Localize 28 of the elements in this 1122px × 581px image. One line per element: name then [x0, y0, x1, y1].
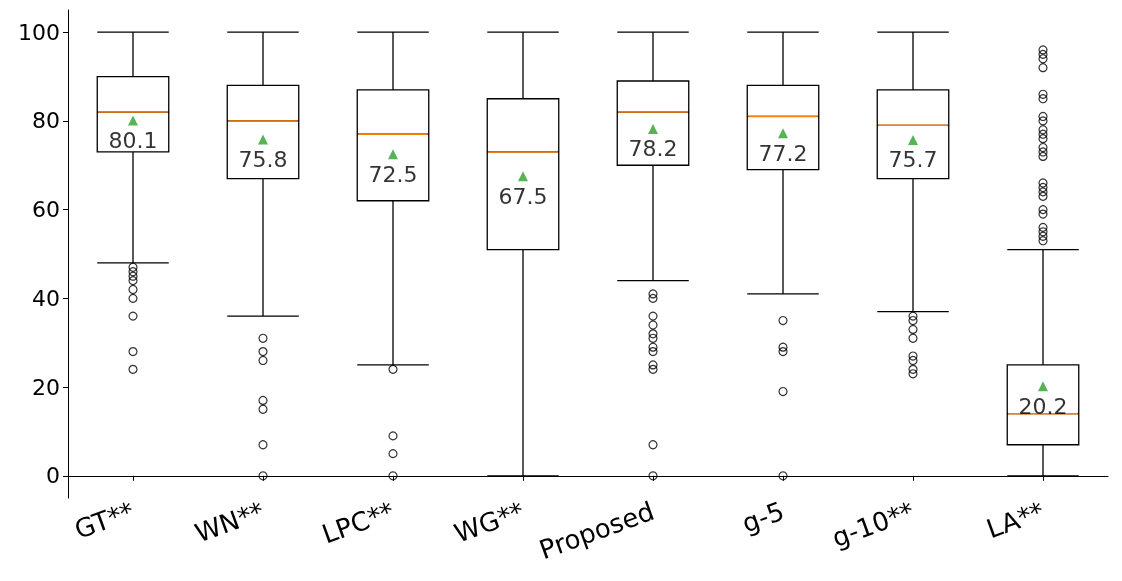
data-label: 75.7 [888, 147, 938, 173]
point [908, 134, 918, 145]
y-tick-label: 100 [18, 19, 60, 45]
data-label: 20.2 [1018, 393, 1068, 419]
point [128, 115, 138, 126]
data-label: 78.2 [628, 136, 678, 162]
point [648, 123, 658, 134]
point [778, 128, 788, 139]
x-tick-label: WN** [190, 495, 269, 549]
point [388, 149, 398, 160]
x-tick-label: LPC** [318, 495, 399, 550]
y-tick-label: 0 [46, 463, 60, 489]
y-tick-label: 60 [32, 197, 60, 223]
x-tick-label: LA** [982, 495, 1049, 545]
y-tick-label: 40 [32, 285, 60, 311]
data-label: 72.5 [368, 161, 418, 187]
data-label: 75.8 [238, 147, 288, 173]
data-label: 80.1 [108, 127, 158, 153]
data-label: 77.2 [758, 140, 808, 166]
x-tick-label: GT** [70, 495, 139, 545]
data-label: 67.5 [498, 183, 548, 209]
point [1038, 381, 1048, 392]
x-tick-label: WG** [450, 495, 529, 549]
point [518, 171, 528, 182]
point [258, 134, 268, 145]
y-tick-label: 20 [32, 374, 60, 400]
y-tick-label: 80 [32, 108, 60, 134]
x-tick-label: g-5 [737, 495, 789, 539]
